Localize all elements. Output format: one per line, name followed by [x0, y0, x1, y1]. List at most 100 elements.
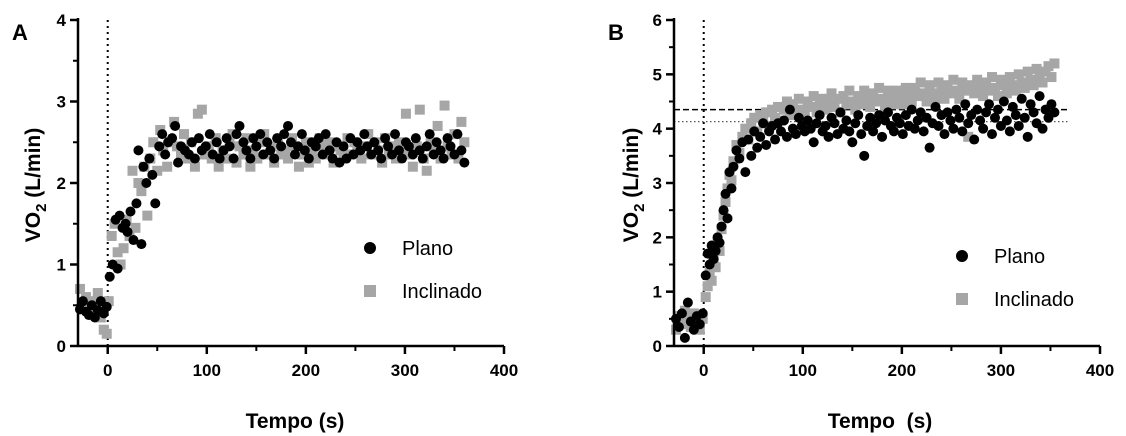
panel-b-point-inclinado — [874, 82, 885, 93]
panel-b-point-plano — [939, 129, 950, 140]
panel-b-point-inclinado — [1049, 58, 1060, 69]
panel-b-point-plano — [778, 115, 789, 126]
panel-a-point-plano — [373, 145, 384, 156]
panel-b-point-inclinado — [885, 93, 896, 104]
panel-a-y-title-main: VO — [22, 212, 45, 242]
panel-b-point-inclinado — [1025, 74, 1036, 85]
panel-b-point-plano — [853, 110, 864, 121]
panel-a-point-plano — [283, 120, 294, 131]
panel-b-point-plano — [743, 134, 754, 145]
panel-a-point-inclinado — [296, 149, 307, 160]
panel-b-point-plano — [700, 270, 711, 281]
panel-a-point-plano — [410, 133, 421, 144]
panel-a-point-inclinado — [118, 243, 129, 254]
panel-b-point-inclinado — [1019, 82, 1030, 93]
panel-b-point-plano — [1046, 99, 1057, 110]
panel-b-x-tick-label: 400 — [1086, 361, 1114, 380]
panel-a-point-plano — [241, 145, 252, 156]
panel-b-point-plano — [790, 129, 801, 140]
panel-b-point-plano — [1019, 112, 1030, 123]
panel-b-point-plano — [859, 150, 870, 161]
panel-b-point-inclinado — [939, 93, 950, 104]
panel-b-point-inclinado — [989, 82, 1000, 93]
panel-b-point-inclinado — [805, 101, 816, 112]
panel-b-point-plano — [718, 205, 729, 216]
panel-a-point-plano — [231, 129, 242, 140]
panel-a-x-tick-label: 100 — [193, 361, 221, 380]
panel-b-point-inclinado — [921, 96, 932, 107]
panel-b-point-plano — [906, 104, 917, 115]
panel-a-point-inclinado — [245, 161, 256, 172]
panel-a-point-plano — [369, 137, 380, 148]
panel-b-point-plano — [847, 137, 858, 148]
panel-a-point-inclinado — [152, 165, 163, 176]
panel-b-point-inclinado — [942, 80, 953, 91]
panel-a-y-tick-label: 0 — [57, 337, 66, 356]
panel-a-point-inclinado — [400, 108, 411, 119]
panel-b-point-plano — [1028, 107, 1039, 118]
panel-b-point-inclinado — [862, 93, 873, 104]
panel-b-y-tick-label: 5 — [653, 65, 662, 84]
panel-a-point-inclinado — [453, 153, 464, 164]
panel-b-point-inclinado — [963, 131, 974, 142]
panel-a-point-inclinado — [307, 145, 318, 156]
panel-a-point-plano — [262, 137, 273, 148]
panel-a-point-inclinado — [148, 137, 159, 148]
panel-a-point-plano — [352, 137, 363, 148]
panel-a-y-axis-title: VO2 (L/min) — [22, 128, 50, 243]
panel-b-point-plano — [814, 110, 825, 121]
panel-a-point-plano — [122, 226, 133, 237]
panel-a-point-plano — [245, 153, 256, 164]
panel-b-point-plano — [972, 104, 983, 115]
panel-a-point-inclinado — [252, 153, 263, 164]
panel-b-point-plano — [1007, 101, 1018, 112]
panel-a-point-plano — [390, 129, 401, 140]
panel-b-point-plano — [963, 118, 974, 129]
panel-b-point-inclinado — [1004, 72, 1015, 83]
panel-a-point-plano — [338, 141, 349, 152]
panel-b-legend-label-plano: Plano — [994, 246, 1045, 268]
panel-b-point-plano — [716, 221, 727, 232]
panel-b-point-inclinado — [1007, 80, 1018, 91]
panel-b-point-plano — [820, 120, 831, 131]
panel-a-point-plano — [435, 145, 446, 156]
panel-a-point-plano — [104, 271, 115, 282]
panel-b-point-inclinado — [975, 82, 986, 93]
panel-b-point-inclinado — [859, 85, 870, 96]
panel-b-point-inclinado — [969, 88, 980, 99]
panel-b-point-inclinado — [924, 80, 935, 91]
panel-a-point-plano — [193, 133, 204, 144]
panel-b-point-plano — [752, 142, 763, 153]
panel-b-point-inclinado — [793, 93, 804, 104]
panel-b-point-plano — [673, 321, 684, 332]
panel-b-point-inclinado — [954, 93, 965, 104]
panel-a-point-plano — [383, 141, 394, 152]
panel-a-point-plano — [189, 153, 200, 164]
panel-a-points — [74, 100, 470, 339]
panel-b-x-tick-label: 0 — [699, 361, 708, 380]
panel-b-point-plano — [746, 150, 757, 161]
panel-b-y-title-rest: (L/min) — [620, 128, 643, 204]
panel-b-point-inclinado — [978, 91, 989, 102]
panel-a-y-tick-label: 4 — [57, 11, 67, 30]
panel-b-point-inclinado — [1013, 69, 1024, 80]
panel-b-point-plano — [770, 134, 781, 145]
panel-a-point-plano — [141, 178, 152, 188]
panel-a-point-plano — [276, 141, 287, 152]
panel-b-point-plano — [942, 107, 953, 118]
panel-b-point-plano — [710, 245, 721, 256]
panel-b-point-inclinado — [897, 99, 908, 110]
panel-a-axes: 0 1 2 3 4 0 100 200 300 400 — [57, 11, 519, 380]
panel-a-point-plano — [380, 133, 391, 144]
panel-a-point-plano — [359, 129, 370, 140]
panel-b-point-inclinado — [844, 85, 855, 96]
panel-b-point-plano — [784, 104, 795, 115]
panel-a-point-plano — [438, 153, 449, 164]
panel-b-legend: Plano Inclinado — [956, 246, 1074, 311]
panel-a-point-inclinado — [199, 149, 210, 160]
panel-b-point-plano — [697, 308, 708, 319]
panel-b-point-inclinado — [966, 80, 977, 91]
panel-b-point-inclinado — [770, 112, 781, 123]
panel-b-point-inclinado — [1016, 77, 1027, 88]
